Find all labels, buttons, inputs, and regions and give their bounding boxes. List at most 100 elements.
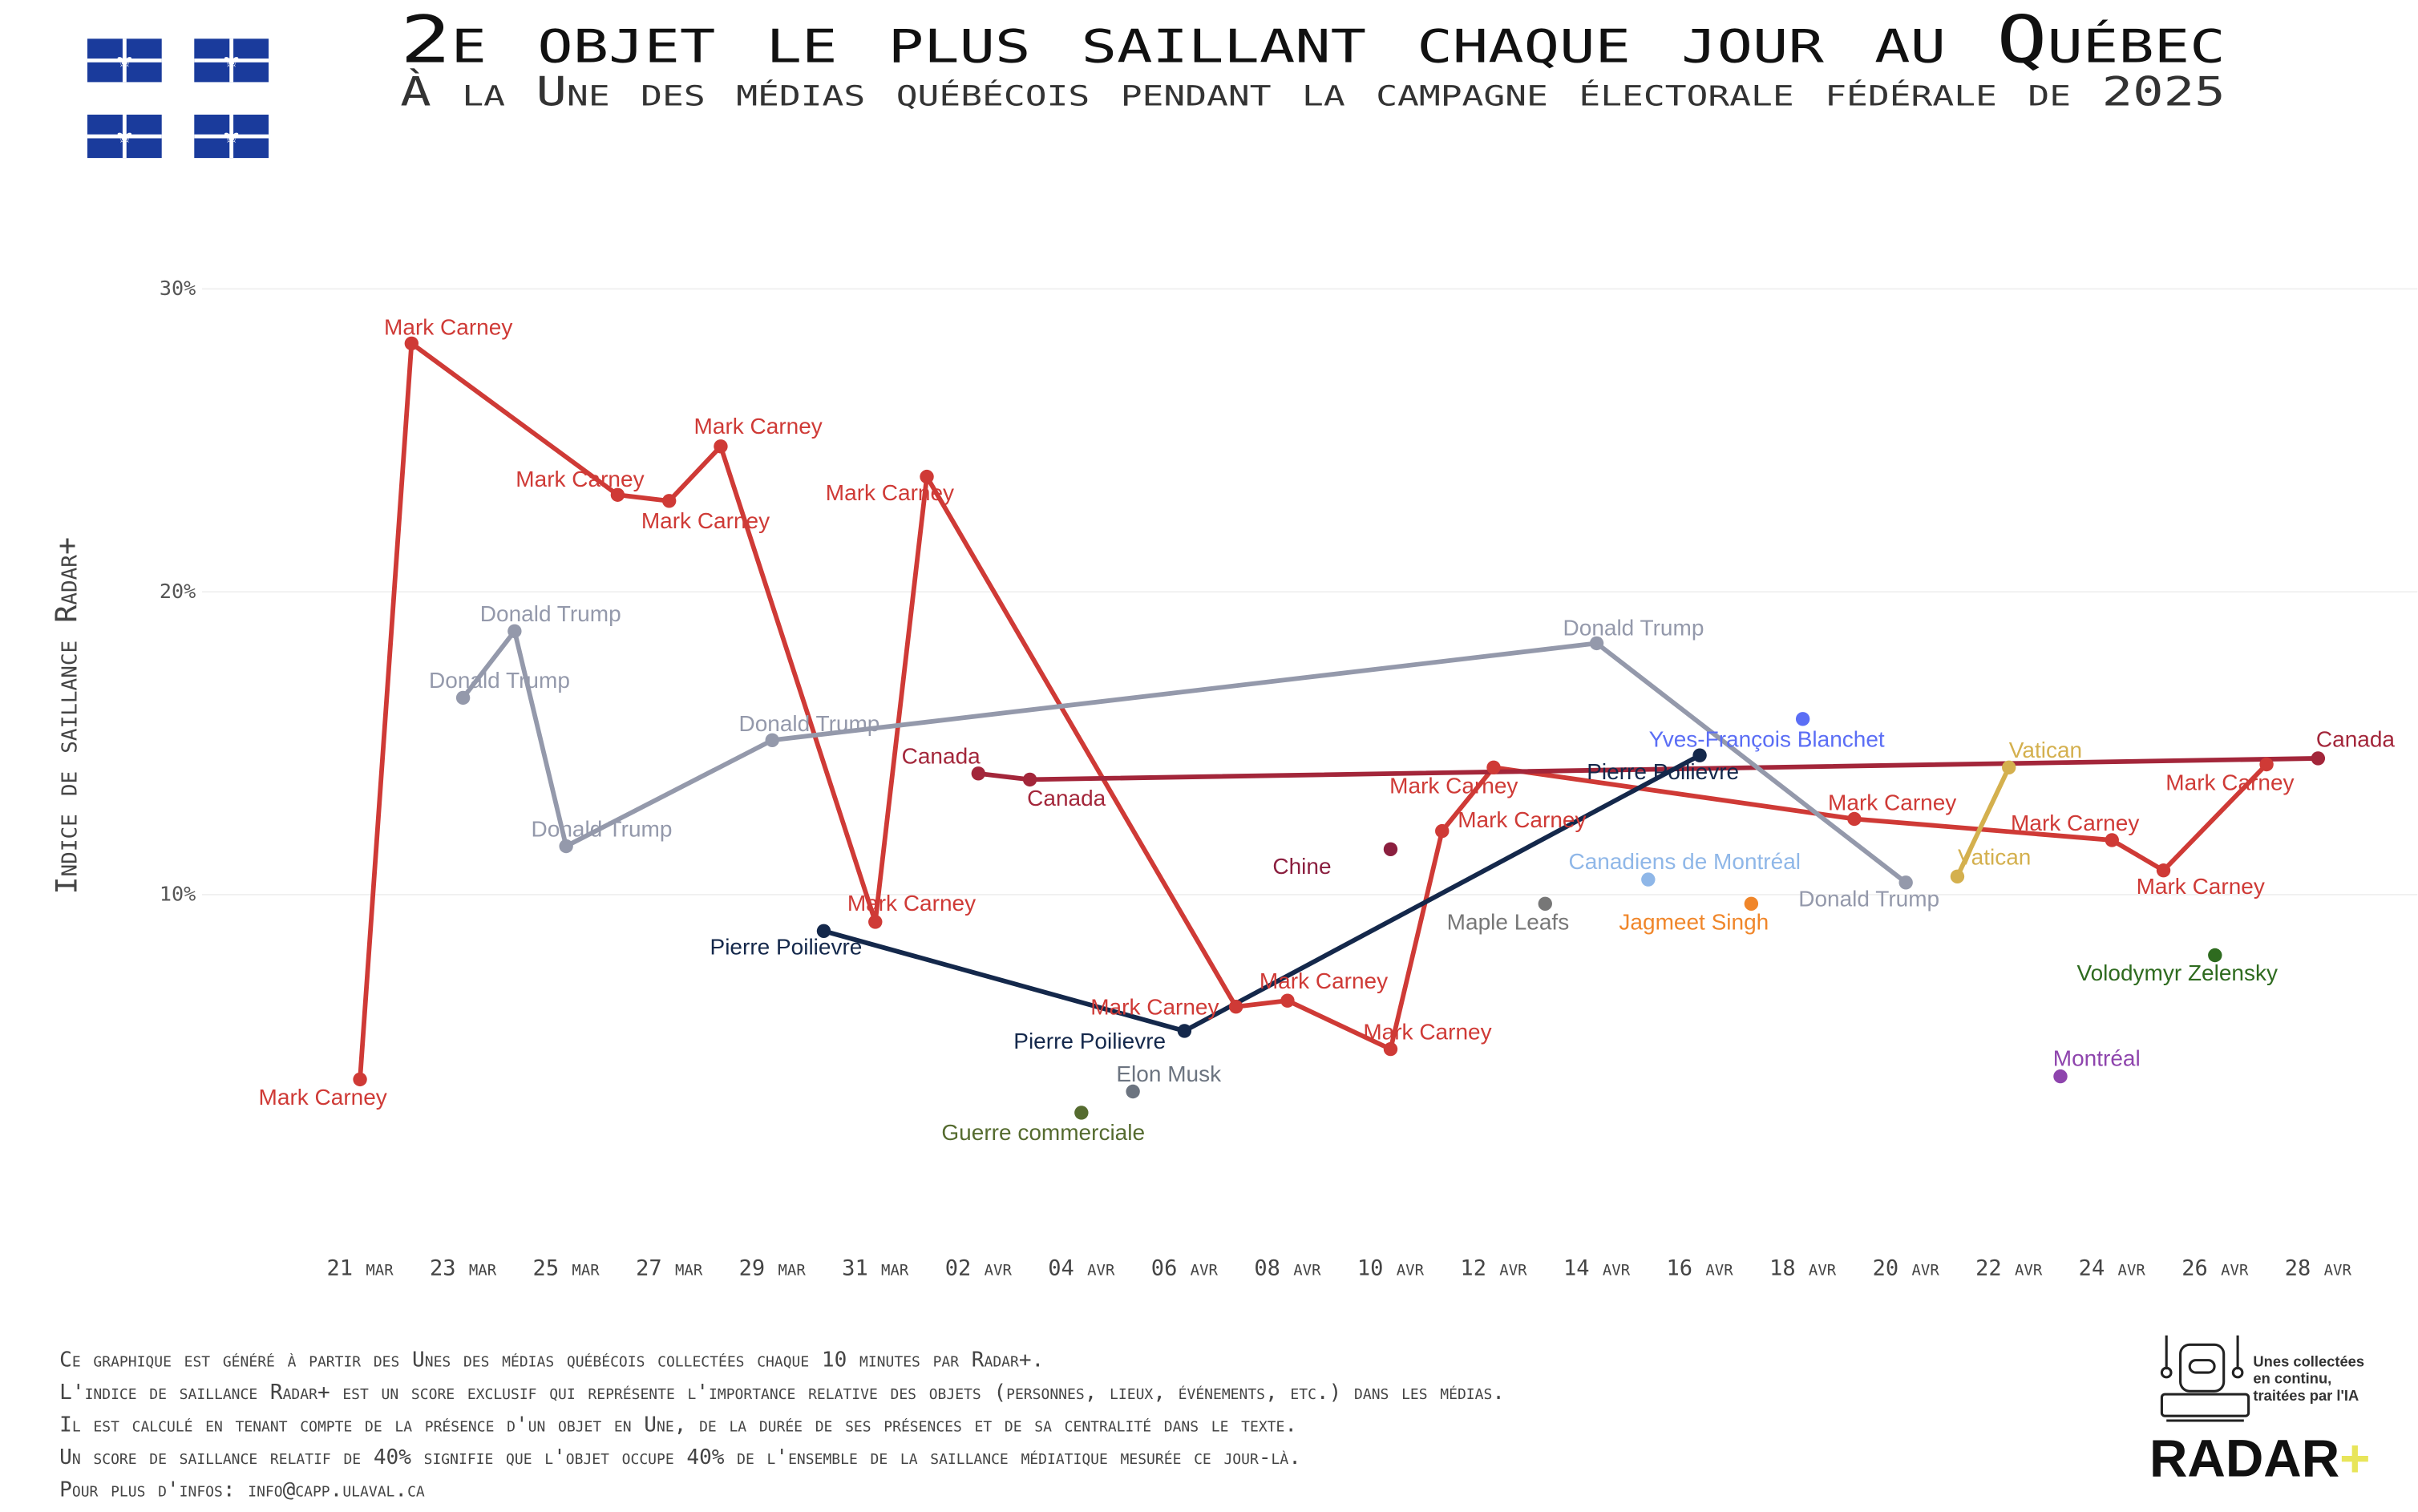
fleur-de-lis-icon: ⚜ [115,49,134,73]
x-tick-label: 24 avr [2079,1255,2146,1280]
x-tick-label: 21 mar [326,1255,394,1280]
logo-plus: + [2339,1429,2370,1488]
footer-note: Un score de saillance relatif de 40% sig… [59,1445,1301,1470]
data-point-donald-trump [1589,636,1604,651]
data-label-mark-carney: Mark Carney [384,314,512,339]
data-point-donald-trump [765,733,779,747]
data-point-mark-carney [610,487,625,502]
data-label-mark-carney: Mark Carney [1389,773,1518,798]
data-label-volodymyr-zelensky: Volodymyr Zelensky [2076,960,2278,985]
data-point-mark-carney [1383,1041,1398,1057]
data-point-mark-carney [868,915,883,929]
data-label-mark-carney: Mark Carney [1458,807,1586,832]
data-label-donald-trump: Donald Trump [739,711,880,736]
x-tick-label: 04 avr [1048,1255,1115,1280]
data-point-pierre-poilievre [1177,1024,1192,1038]
data-point-mark-carney [404,336,419,351]
data-point-pierre-poilievre [816,924,831,938]
data-point-elon-musk [1126,1084,1140,1099]
data-label-canada: Canada [2316,726,2396,751]
x-tick-label: 08 avr [1254,1255,1321,1280]
x-tick-label: 26 avr [2181,1255,2249,1280]
data-label-pierre-poilievre: Pierre Poilievre [710,934,863,959]
x-tick-label: 28 avr [2285,1255,2352,1280]
footer-notes: Ce graphique est généré à partir des Une… [59,1348,1505,1502]
data-point-donald-trump [455,690,471,705]
data-point-mark-carney [353,1072,367,1087]
data-label-mark-carney: Mark Carney [2137,874,2265,899]
x-tick-label: 29 mar [739,1255,807,1280]
radar-logo: Unes collectées en continu, traitées par l… [2149,1335,2371,1488]
x-tick-label: 06 avr [1151,1255,1219,1280]
x-tick-label: 14 avr [1563,1255,1631,1280]
footer-note: L'indice de saillance Radar+ est un scor… [59,1381,1505,1405]
data-point-chine [1383,842,1398,856]
data-label-guerre-commerciale: Guerre commerciale [941,1120,1145,1145]
data-label-vatican: Vatican [1958,844,2031,869]
data-point-volodymyr-zelensky [2208,948,2222,963]
data-label-pierre-poilievre: Pierre Poilievre [1013,1029,1166,1053]
data-label-mark-carney: Mark Carney [2165,770,2294,795]
data-label-chine: Chine [1272,854,1331,879]
data-point-mark-carney [1435,823,1450,839]
data-point-maple-leafs [1538,896,1552,911]
footer-note: Il est calculé en tenant compte de la pr… [59,1413,1297,1437]
data-point-mark-carney [920,469,934,484]
x-tick-label: 22 avr [1975,1255,2043,1280]
x-tick-label: 27 mar [636,1255,703,1280]
x-axis: 21 mar 23 mar 25 mar 27 mar 29 mar 31 mar 02 a… [326,1255,2351,1280]
data-point-canadiens-de-montreal [1641,872,1656,887]
data-label-mark-carney: Mark Carney [847,891,976,916]
chart-title: 2e objet le plus saillant chaque jour au… [400,2,2225,78]
data-label-canada: Canada [902,744,981,769]
logo-tagline: Unes collectées en continu, traitées par l… [2253,1352,2364,1404]
data-label-donald-trump: Donald Trump [1798,886,1939,911]
data-label-donald-trump: Donald Trump [532,816,673,841]
y-axis: 10% 20% 30% [160,277,196,906]
x-tick-label: 20 avr [1873,1255,1940,1280]
data-label-mark-carney: Mark Carney [516,467,644,491]
data-label-montreal: Montréal [2053,1045,2141,1070]
data-label-maple-leafs: Maple Leafs [1447,909,1570,934]
data-label-mark-carney: Mark Carney [1363,1020,1491,1045]
footer-note: Ce graphique est généré à partir des Une… [59,1348,1044,1372]
data-point-yves-francois-blanchet [1795,712,1810,726]
data-point-mark-carney [1228,1000,1243,1014]
data-label-mark-carney: Mark Carney [694,414,823,439]
fleur-de-lis-icon: ⚜ [222,49,241,73]
x-tick-label: 16 avr [1667,1255,1734,1280]
x-tick-label: 31 mar [842,1255,909,1280]
gridlines [201,288,2418,895]
data-label-donald-trump: Donald Trump [1563,615,1704,640]
data-point-vatican [2002,760,2016,774]
data-label-donald-trump: Donald Trump [429,668,570,693]
series-line-donald-trump [461,629,1907,885]
data-label-mark-carney: Mark Carney [2011,811,2139,835]
x-tick-label: 25 mar [533,1255,600,1280]
data-point-mark-carney [714,439,728,454]
data-point-guerre-commerciale [1074,1106,1089,1120]
data-point-pierre-poilievre [1692,748,1707,762]
data-point-donald-trump [559,839,573,854]
data-point-mark-carney [1847,811,1862,827]
x-tick-label: 02 avr [945,1255,1013,1280]
quebec-flag-icon: ⚜ ⚜ ⚜ ⚜ [87,38,269,159]
data-point-canada [2311,751,2326,766]
data-label-mark-carney: Mark Carney [1828,790,1956,815]
data-point-vatican [1950,869,1965,883]
data-point-montreal [2053,1069,2068,1084]
data-point-mark-carney [2156,863,2171,878]
x-tick-label: 23 mar [430,1255,497,1280]
y-tick-label: 20% [160,580,196,603]
data-label-vatican: Vatican [2009,738,2082,762]
data-label-mark-carney: Mark Carney [826,480,954,505]
fleur-de-lis-icon: ⚜ [222,125,241,149]
data-point-mark-carney [1486,760,1501,774]
data-label-canada: Canada [1027,786,1106,811]
fleur-de-lis-icon: ⚜ [115,125,134,149]
logo-name: RADAR+ [2149,1429,2371,1488]
data-label-donald-trump: Donald Trump [480,601,621,626]
data-point-canada [971,766,986,781]
x-tick-label: 12 avr [1460,1255,1527,1280]
